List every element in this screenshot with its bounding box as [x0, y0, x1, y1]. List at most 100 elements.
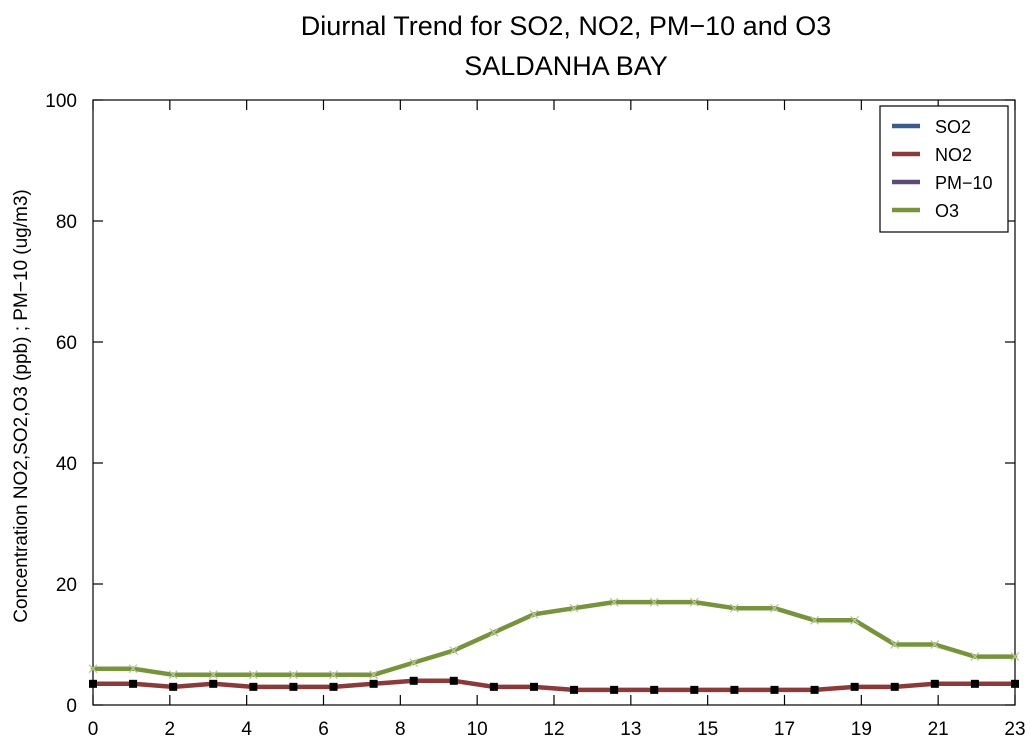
series-layer: [88, 597, 1020, 694]
x-tick-label: 8: [395, 719, 406, 740]
data-point-no2: [890, 682, 899, 691]
data-point-no2: [610, 685, 619, 694]
data-point-o3: [329, 670, 338, 680]
data-point-mark: [288, 670, 298, 680]
data-point-o3: [248, 670, 258, 680]
data-point-mark: [689, 597, 699, 607]
chart-title: Diurnal Trend for SO2, NO2, PM−10 and O3: [301, 11, 832, 41]
x-tick-label: 23: [1004, 719, 1025, 740]
data-point-no2: [770, 685, 779, 694]
data-point-no2: [650, 685, 659, 694]
data-point-mark: [569, 603, 579, 613]
y-tick-label: 40: [56, 454, 77, 475]
data-point-no2: [89, 679, 97, 688]
data-point-o3: [369, 670, 379, 680]
data-point-no2: [449, 676, 458, 685]
axes: 0 20 40 60 80 100 0 2 4 6 8 10 12 13 15 17 19 21 23: [45, 91, 1025, 740]
data-point-o3: [890, 640, 900, 649]
data-point-mark: [208, 670, 218, 680]
legend-label: SO2: [935, 117, 971, 137]
data-point-o3: [128, 664, 138, 674]
data-point-mark: [128, 664, 138, 674]
legend: SO2 NO2 PM−10 O3: [879, 105, 1009, 233]
chart-subtitle: SALDANHA BAY: [464, 51, 668, 81]
x-tick-label: 12: [543, 719, 564, 740]
data-point-no2: [570, 685, 579, 694]
data-point-o3: [489, 627, 499, 637]
data-point-no2: [369, 679, 378, 688]
data-point-mark: [1010, 652, 1020, 662]
y-tick-label: 20: [56, 575, 77, 596]
data-point-no2: [129, 679, 138, 688]
legend-label: NO2: [935, 145, 972, 165]
data-point-no2: [1011, 679, 1019, 688]
data-point-o3: [168, 670, 178, 680]
data-point-no2: [409, 676, 418, 685]
data-point-o3: [770, 603, 779, 613]
x-tick-label: 2: [165, 719, 176, 740]
data-point-no2: [730, 685, 739, 694]
data-point-mark: [890, 640, 900, 649]
data-point-mark: [930, 640, 940, 649]
data-point-mark: [248, 670, 258, 680]
x-tick-label: 13: [620, 719, 641, 740]
data-point-no2: [329, 682, 338, 691]
data-point-mark: [329, 670, 338, 680]
data-point-mark: [449, 646, 459, 656]
x-tick-label: 6: [318, 719, 329, 740]
data-point-o3: [729, 603, 739, 613]
data-point-no2: [690, 685, 699, 694]
data-point-o3: [810, 615, 820, 625]
data-point-mark: [369, 670, 379, 680]
y-axis-label: Concentration NO2,SO2,O3 (ppb) ; PM−10 (…: [11, 189, 32, 623]
x-tick-label: 21: [928, 719, 949, 740]
data-point-o3: [569, 603, 579, 613]
data-point-mark: [729, 603, 739, 613]
y-tick-label: 100: [45, 91, 77, 112]
x-tick-label: 19: [851, 719, 872, 740]
data-point-o3: [609, 597, 619, 607]
data-point-o3: [208, 670, 218, 680]
data-point-no2: [489, 682, 498, 691]
data-point-o3: [689, 597, 699, 607]
data-point-no2: [289, 682, 298, 691]
x-tick-label: 10: [467, 719, 488, 740]
plot-border: [92, 99, 1016, 706]
data-point-o3: [529, 609, 539, 619]
data-point-no2: [930, 679, 939, 688]
data-point-mark: [609, 597, 619, 607]
plot-area: [92, 99, 1016, 706]
y-tick-label: 0: [66, 696, 77, 717]
series-line-o3: [90, 599, 1018, 678]
data-point-o3: [649, 597, 659, 607]
data-point-o3: [449, 646, 459, 656]
data-point-o3: [850, 615, 860, 625]
data-point-mark: [810, 615, 820, 625]
data-point-o3: [288, 670, 298, 680]
data-point-mark: [850, 615, 860, 625]
data-point-mark: [168, 670, 178, 680]
data-point-o3: [88, 664, 98, 674]
series-line-no2: [90, 678, 1018, 693]
x-tick-label: 15: [697, 719, 718, 740]
data-point-no2: [249, 682, 258, 691]
data-point-mark: [649, 597, 659, 607]
data-point-mark: [770, 603, 779, 613]
data-point-no2: [529, 682, 538, 691]
data-point-o3: [409, 658, 419, 668]
y-tick-label: 80: [56, 212, 77, 233]
data-point-mark: [88, 664, 98, 674]
data-point-o3: [930, 640, 940, 649]
legend-label: O3: [935, 201, 959, 221]
data-point-o3: [970, 652, 980, 662]
data-point-mark: [970, 652, 980, 662]
data-point-mark: [529, 609, 539, 619]
data-point-no2: [810, 685, 819, 694]
y-tick-label: 60: [56, 333, 77, 354]
data-point-no2: [169, 682, 178, 691]
x-tick-label: 0: [88, 719, 99, 740]
x-tick-label: 4: [241, 719, 252, 740]
legend-label: PM−10: [935, 173, 993, 193]
data-point-no2: [850, 682, 859, 691]
